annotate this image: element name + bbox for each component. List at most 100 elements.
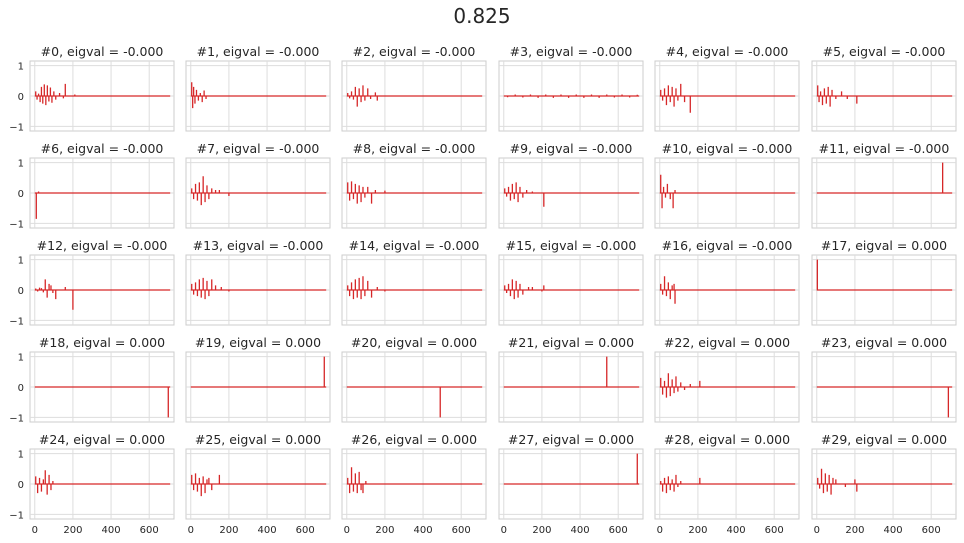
subplot-title: #24, eigval = 0.000 — [39, 432, 165, 447]
y-tick-label: 1 — [18, 159, 24, 170]
subplot-19: #19, eigval = 0.000 — [185, 335, 331, 423]
subplot-27: #27, eigval = 0.000 0 200 400 600 — [498, 432, 644, 536]
eigenvector-series — [34, 386, 171, 418]
subplot-5: #5, eigval = -0.000 — [811, 44, 957, 132]
x-tick-label: 600 — [140, 525, 159, 536]
x-tick-label: 600 — [452, 525, 471, 536]
eigenvector-series — [346, 181, 483, 204]
subplot-title: #3, eigval = -0.000 — [510, 44, 633, 59]
subplot-3: #3, eigval = -0.000 — [498, 44, 644, 132]
subplot-title: #26, eigval = 0.000 — [351, 432, 477, 447]
eigenvector-series — [659, 373, 796, 398]
eigenvector-series — [190, 356, 327, 388]
subplot-17: #17, eigval = 0.000 — [811, 238, 957, 326]
y-tick-label: −1 — [9, 219, 24, 230]
y-tick-label: 1 — [18, 353, 24, 364]
subplot-25: #25, eigval = 0.000 0 200 400 600 — [185, 432, 331, 536]
subplot-20: #20, eigval = 0.000 — [341, 335, 487, 423]
eigenvector-series — [659, 474, 796, 494]
x-tick-label: 200 — [375, 525, 394, 536]
eigenvector-series — [816, 162, 953, 194]
x-tick-label: 200 — [532, 525, 551, 536]
subplot-title: #6, eigval = -0.000 — [41, 141, 164, 156]
y-tick-label: 0 — [18, 480, 24, 491]
x-tick-label: 400 — [727, 525, 746, 536]
x-tick-label: 400 — [102, 525, 121, 536]
subplot-title: #21, eigval = 0.000 — [508, 335, 634, 350]
eigenvector-series — [816, 386, 953, 418]
x-tick-label: 400 — [258, 525, 277, 536]
subplot-title: #5, eigval = -0.000 — [823, 44, 946, 59]
subplot-title: #16, eigval = -0.000 — [662, 238, 793, 253]
eigenvector-series — [346, 276, 483, 300]
x-tick-label: 600 — [922, 525, 941, 536]
eigenvector-series — [503, 356, 640, 388]
subplot-title: #14, eigval = -0.000 — [349, 238, 480, 253]
subplot-1: #1, eigval = -0.000 — [185, 44, 331, 132]
subplot-title: #18, eigval = 0.000 — [39, 335, 165, 350]
subplot-title: #27, eigval = 0.000 — [508, 432, 634, 447]
subplot-10: #10, eigval = -0.000 — [654, 141, 800, 229]
subplot-16: #16, eigval = -0.000 — [654, 238, 800, 326]
eigenvector-series — [659, 174, 796, 209]
subplot-15: #15, eigval = -0.000 — [498, 238, 644, 326]
x-tick-label: 400 — [571, 525, 590, 536]
subplot-11: #11, eigval = -0.000 — [811, 141, 957, 229]
subplot-title: #28, eigval = 0.000 — [664, 432, 790, 447]
eigenvector-series — [816, 85, 953, 107]
subplot-title: #8, eigval = -0.000 — [353, 141, 476, 156]
x-tick-label: 0 — [188, 525, 194, 536]
subplot-title: #23, eigval = 0.000 — [821, 335, 947, 350]
eigenvector-series — [346, 85, 483, 107]
subplot-title: #10, eigval = -0.000 — [662, 141, 793, 156]
subplot-title: #4, eigval = -0.000 — [666, 44, 789, 59]
subplot-26: #26, eigval = 0.000 0 200 400 600 — [341, 432, 487, 536]
subplot-14: #14, eigval = -0.000 — [341, 238, 487, 326]
eigenvector-series — [190, 277, 327, 300]
subplot-title: #20, eigval = 0.000 — [351, 335, 477, 350]
eigenvector-series — [190, 473, 327, 497]
subplot-title: #25, eigval = 0.000 — [195, 432, 321, 447]
figure-suptitle: 0.825 — [453, 4, 511, 28]
eigenvector-series — [34, 83, 171, 106]
x-tick-label: 200 — [688, 525, 707, 536]
eigenvector-series — [659, 83, 796, 113]
y-tick-label: −1 — [9, 510, 24, 521]
subplot-13: #13, eigval = -0.000 — [185, 238, 331, 326]
subplot-title: #19, eigval = 0.000 — [195, 335, 321, 350]
x-tick-label: 0 — [344, 525, 350, 536]
subplot-28: #28, eigval = 0.000 0 200 400 600 — [654, 432, 800, 536]
eigenvector-series — [503, 94, 640, 98]
x-tick-label: 200 — [63, 525, 82, 536]
subplot-title: #1, eigval = -0.000 — [197, 44, 320, 59]
subplot-title: #12, eigval = -0.000 — [37, 238, 168, 253]
x-tick-label: 600 — [296, 525, 315, 536]
subplot-4: #4, eigval = -0.000 — [654, 44, 800, 132]
eigenvector-series — [34, 191, 171, 219]
y-tick-label: −1 — [9, 413, 24, 424]
subplot-title: #2, eigval = -0.000 — [353, 44, 476, 59]
eigenvector-series — [503, 453, 640, 485]
eigenvector-series — [816, 468, 953, 495]
y-tick-label: 1 — [18, 256, 24, 267]
subplot-23: #23, eigval = 0.000 — [811, 335, 957, 423]
subplot-8: #8, eigval = -0.000 — [341, 141, 487, 229]
x-tick-label: 0 — [657, 525, 663, 536]
subplot-title: #17, eigval = 0.000 — [821, 238, 947, 253]
y-tick-label: 0 — [18, 92, 24, 103]
subplot-22: #22, eigval = 0.000 — [654, 335, 800, 423]
subplot-title: #0, eigval = -0.000 — [41, 44, 164, 59]
y-tick-label: 1 — [18, 62, 24, 73]
x-tick-label: 600 — [765, 525, 784, 536]
subplot-7: #7, eigval = -0.000 — [185, 141, 331, 229]
y-tick-label: −1 — [9, 316, 24, 327]
subplot-24: #24, eigval = 0.000 −1 0 1 0 200 400 600 — [9, 432, 175, 536]
subplot-0: #0, eigval = -0.000 −1 0 1 — [9, 44, 175, 133]
y-tick-label: −1 — [9, 122, 24, 133]
y-tick-label: 1 — [18, 450, 24, 461]
x-tick-label: 200 — [219, 525, 238, 536]
subplot-21: #21, eigval = 0.000 — [498, 335, 644, 423]
subplot-2: #2, eigval = -0.000 — [341, 44, 487, 132]
x-tick-label: 400 — [414, 525, 433, 536]
subplot-title: #9, eigval = -0.000 — [510, 141, 633, 156]
